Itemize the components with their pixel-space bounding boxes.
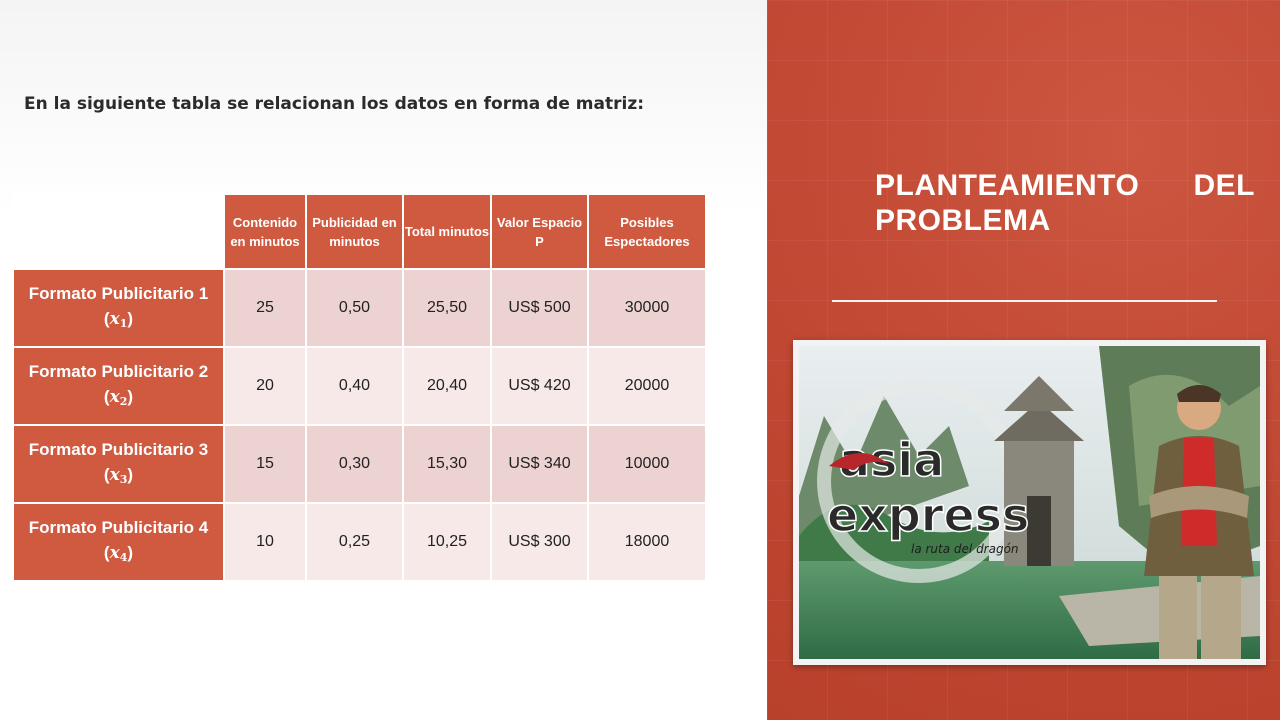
table-row: Formato Publicitario 2 (x2) 20 0,40 20,4… — [12, 346, 707, 426]
cell-valor: US$ 420 — [490, 346, 589, 426]
cell-publicidad: 0,25 — [305, 502, 404, 582]
row-header: Formato Publicitario 3 (x3) — [12, 424, 225, 504]
col-header-total: Total minutos — [402, 193, 492, 270]
cell-publicidad: 0,50 — [305, 268, 404, 348]
slide-title: PLANTEAMIENTO DEL PROBLEMA — [875, 169, 1255, 237]
table-header-row: Contenido en minutos Publicidad en minut… — [12, 193, 707, 270]
logo-tagline: la ruta del dragón — [911, 542, 1019, 556]
title-divider — [832, 300, 1217, 302]
cell-espectadores: 10000 — [587, 424, 707, 504]
col-header-publicidad: Publicidad en minutos — [305, 193, 404, 270]
cell-total: 10,25 — [402, 502, 492, 582]
row-variable: x4 — [109, 542, 128, 564]
host-figure — [1144, 385, 1254, 659]
row-variable: x1 — [109, 308, 128, 330]
cell-valor: US$ 500 — [490, 268, 589, 348]
cell-valor: US$ 340 — [490, 424, 589, 504]
show-promo-image: asia express la ruta del dragón — [793, 340, 1266, 665]
cell-total: 20,40 — [402, 346, 492, 426]
col-header-espectadores: Posibles Espectadores — [587, 193, 707, 270]
logo-word-express: express — [827, 488, 1029, 542]
col-header-valor: Valor Espacio P — [490, 193, 589, 270]
cell-total: 15,30 — [402, 424, 492, 504]
row-label: Formato Publicitario 2 — [28, 361, 209, 381]
row-header: Formato Publicitario 1 (x1) — [12, 268, 225, 348]
promo-illustration: asia express la ruta del dragón — [799, 346, 1260, 659]
row-header: Formato Publicitario 4 (x4) — [12, 502, 225, 582]
cell-contenido: 15 — [223, 424, 307, 504]
cell-publicidad: 0,40 — [305, 346, 404, 426]
cell-espectadores: 30000 — [587, 268, 707, 348]
cell-publicidad: 0,30 — [305, 424, 404, 504]
col-header-contenido: Contenido en minutos — [223, 193, 307, 270]
cell-contenido: 10 — [223, 502, 307, 582]
cell-total: 25,50 — [402, 268, 492, 348]
cell-espectadores: 18000 — [587, 502, 707, 582]
cell-valor: US$ 300 — [490, 502, 589, 582]
cell-contenido: 25 — [223, 268, 307, 348]
data-matrix-table: Contenido en minutos Publicidad en minut… — [12, 193, 707, 582]
row-variable: x3 — [109, 464, 128, 486]
table-row: Formato Publicitario 4 (x4) 10 0,25 10,2… — [12, 502, 707, 582]
intro-text: En la siguiente tabla se relacionan los … — [24, 94, 645, 114]
row-label: Formato Publicitario 1 — [28, 283, 209, 303]
dragon-icon — [829, 452, 889, 470]
table-row: Formato Publicitario 1 (x1) 25 0,50 25,5… — [12, 268, 707, 348]
cell-espectadores: 20000 — [587, 346, 707, 426]
row-label: Formato Publicitario 3 — [28, 439, 209, 459]
temple-gate — [994, 376, 1084, 566]
row-label: Formato Publicitario 4 — [28, 517, 209, 537]
table-corner-cell — [12, 193, 225, 270]
row-variable: x2 — [109, 386, 128, 408]
cell-contenido: 20 — [223, 346, 307, 426]
table-row: Formato Publicitario 3 (x3) 15 0,30 15,3… — [12, 424, 707, 504]
row-header: Formato Publicitario 2 (x2) — [12, 346, 225, 426]
